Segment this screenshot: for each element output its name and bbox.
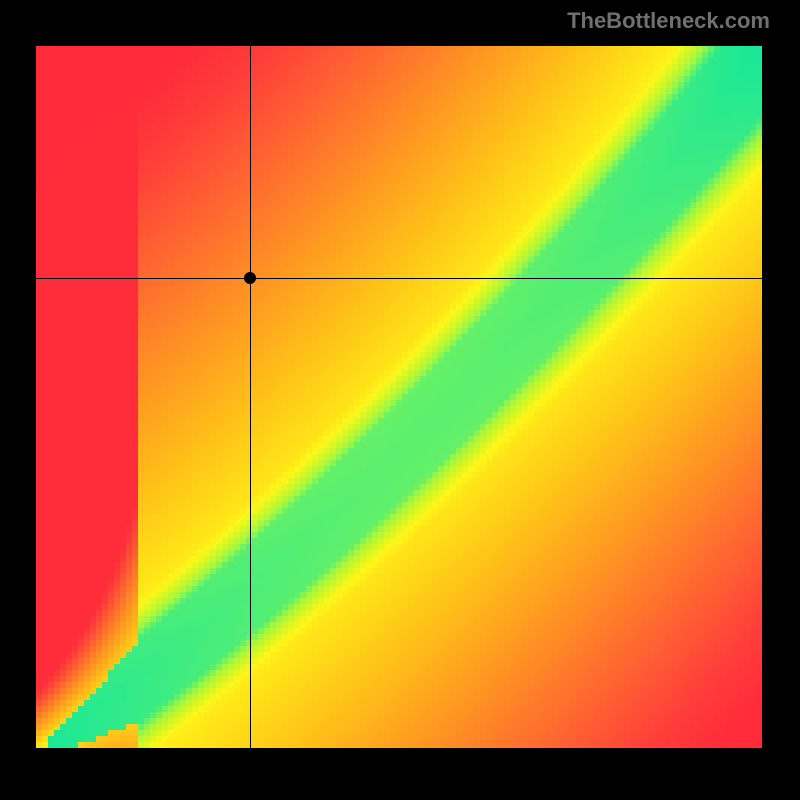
- crosshair-horizontal: [36, 278, 762, 279]
- heatmap-canvas: [36, 46, 762, 749]
- chart-container: TheBottleneck.com: [0, 0, 800, 800]
- crosshair-marker: [244, 272, 256, 284]
- plot-area: [36, 46, 762, 749]
- watermark-text: TheBottleneck.com: [567, 8, 770, 34]
- crosshair-vertical: [250, 46, 251, 749]
